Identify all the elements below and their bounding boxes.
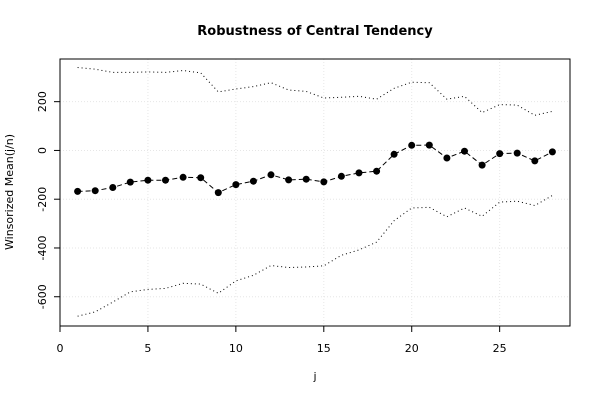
mean-point — [513, 149, 521, 157]
y-tick-label: -400 — [36, 235, 49, 260]
mean-point — [302, 175, 310, 183]
mean-point — [443, 154, 451, 162]
x-tick-label: 5 — [144, 342, 151, 355]
y-axis-label: Winsorized Mean(j/n) — [3, 134, 16, 250]
x-tick-label: 10 — [229, 342, 243, 355]
mean-point — [162, 176, 169, 184]
mean-point — [425, 141, 433, 149]
grid — [59, 59, 570, 326]
mean-point — [548, 148, 556, 156]
mean-point — [232, 181, 240, 189]
mean-point — [337, 172, 345, 180]
mean-point — [355, 169, 363, 177]
upper-bound-line — [77, 67, 553, 116]
x-axis-label: j — [312, 370, 316, 383]
mean-point — [214, 189, 222, 197]
axes: 0 5 10 15 20 25 -600 -400 -200 0 200 — [36, 91, 507, 355]
mean-point — [390, 150, 398, 158]
mean-point — [197, 174, 205, 182]
mean-point — [531, 157, 539, 165]
y-tick-label: -200 — [36, 187, 49, 212]
y-tick-label: -600 — [36, 284, 49, 309]
mean-line — [77, 144, 553, 194]
mean-point — [179, 173, 187, 181]
mean-point — [126, 178, 134, 186]
mean-point — [320, 178, 328, 186]
y-tick-label: 200 — [36, 91, 49, 112]
x-tick-label: 20 — [405, 342, 419, 355]
mean-point — [478, 161, 486, 169]
mean-point — [461, 147, 468, 155]
series-layer — [74, 67, 556, 317]
mean-point — [408, 141, 416, 149]
mean-point — [91, 187, 99, 195]
mean-point — [267, 171, 275, 179]
x-tick-label: 0 — [57, 342, 64, 355]
lower-bound-line — [77, 195, 553, 317]
y-tick-label: 0 — [36, 147, 49, 154]
x-tick-label: 15 — [317, 342, 331, 355]
mean-point — [109, 184, 117, 191]
mean-point — [373, 167, 381, 175]
chart-title: Robustness of Central Tendency — [197, 24, 433, 39]
mean-point — [249, 177, 257, 185]
mean-point — [496, 150, 504, 158]
x-tick-label: 25 — [493, 342, 507, 355]
mean-point — [285, 176, 293, 184]
plot-frame — [59, 58, 571, 327]
mean-point — [144, 176, 152, 184]
mean-point — [74, 187, 82, 195]
